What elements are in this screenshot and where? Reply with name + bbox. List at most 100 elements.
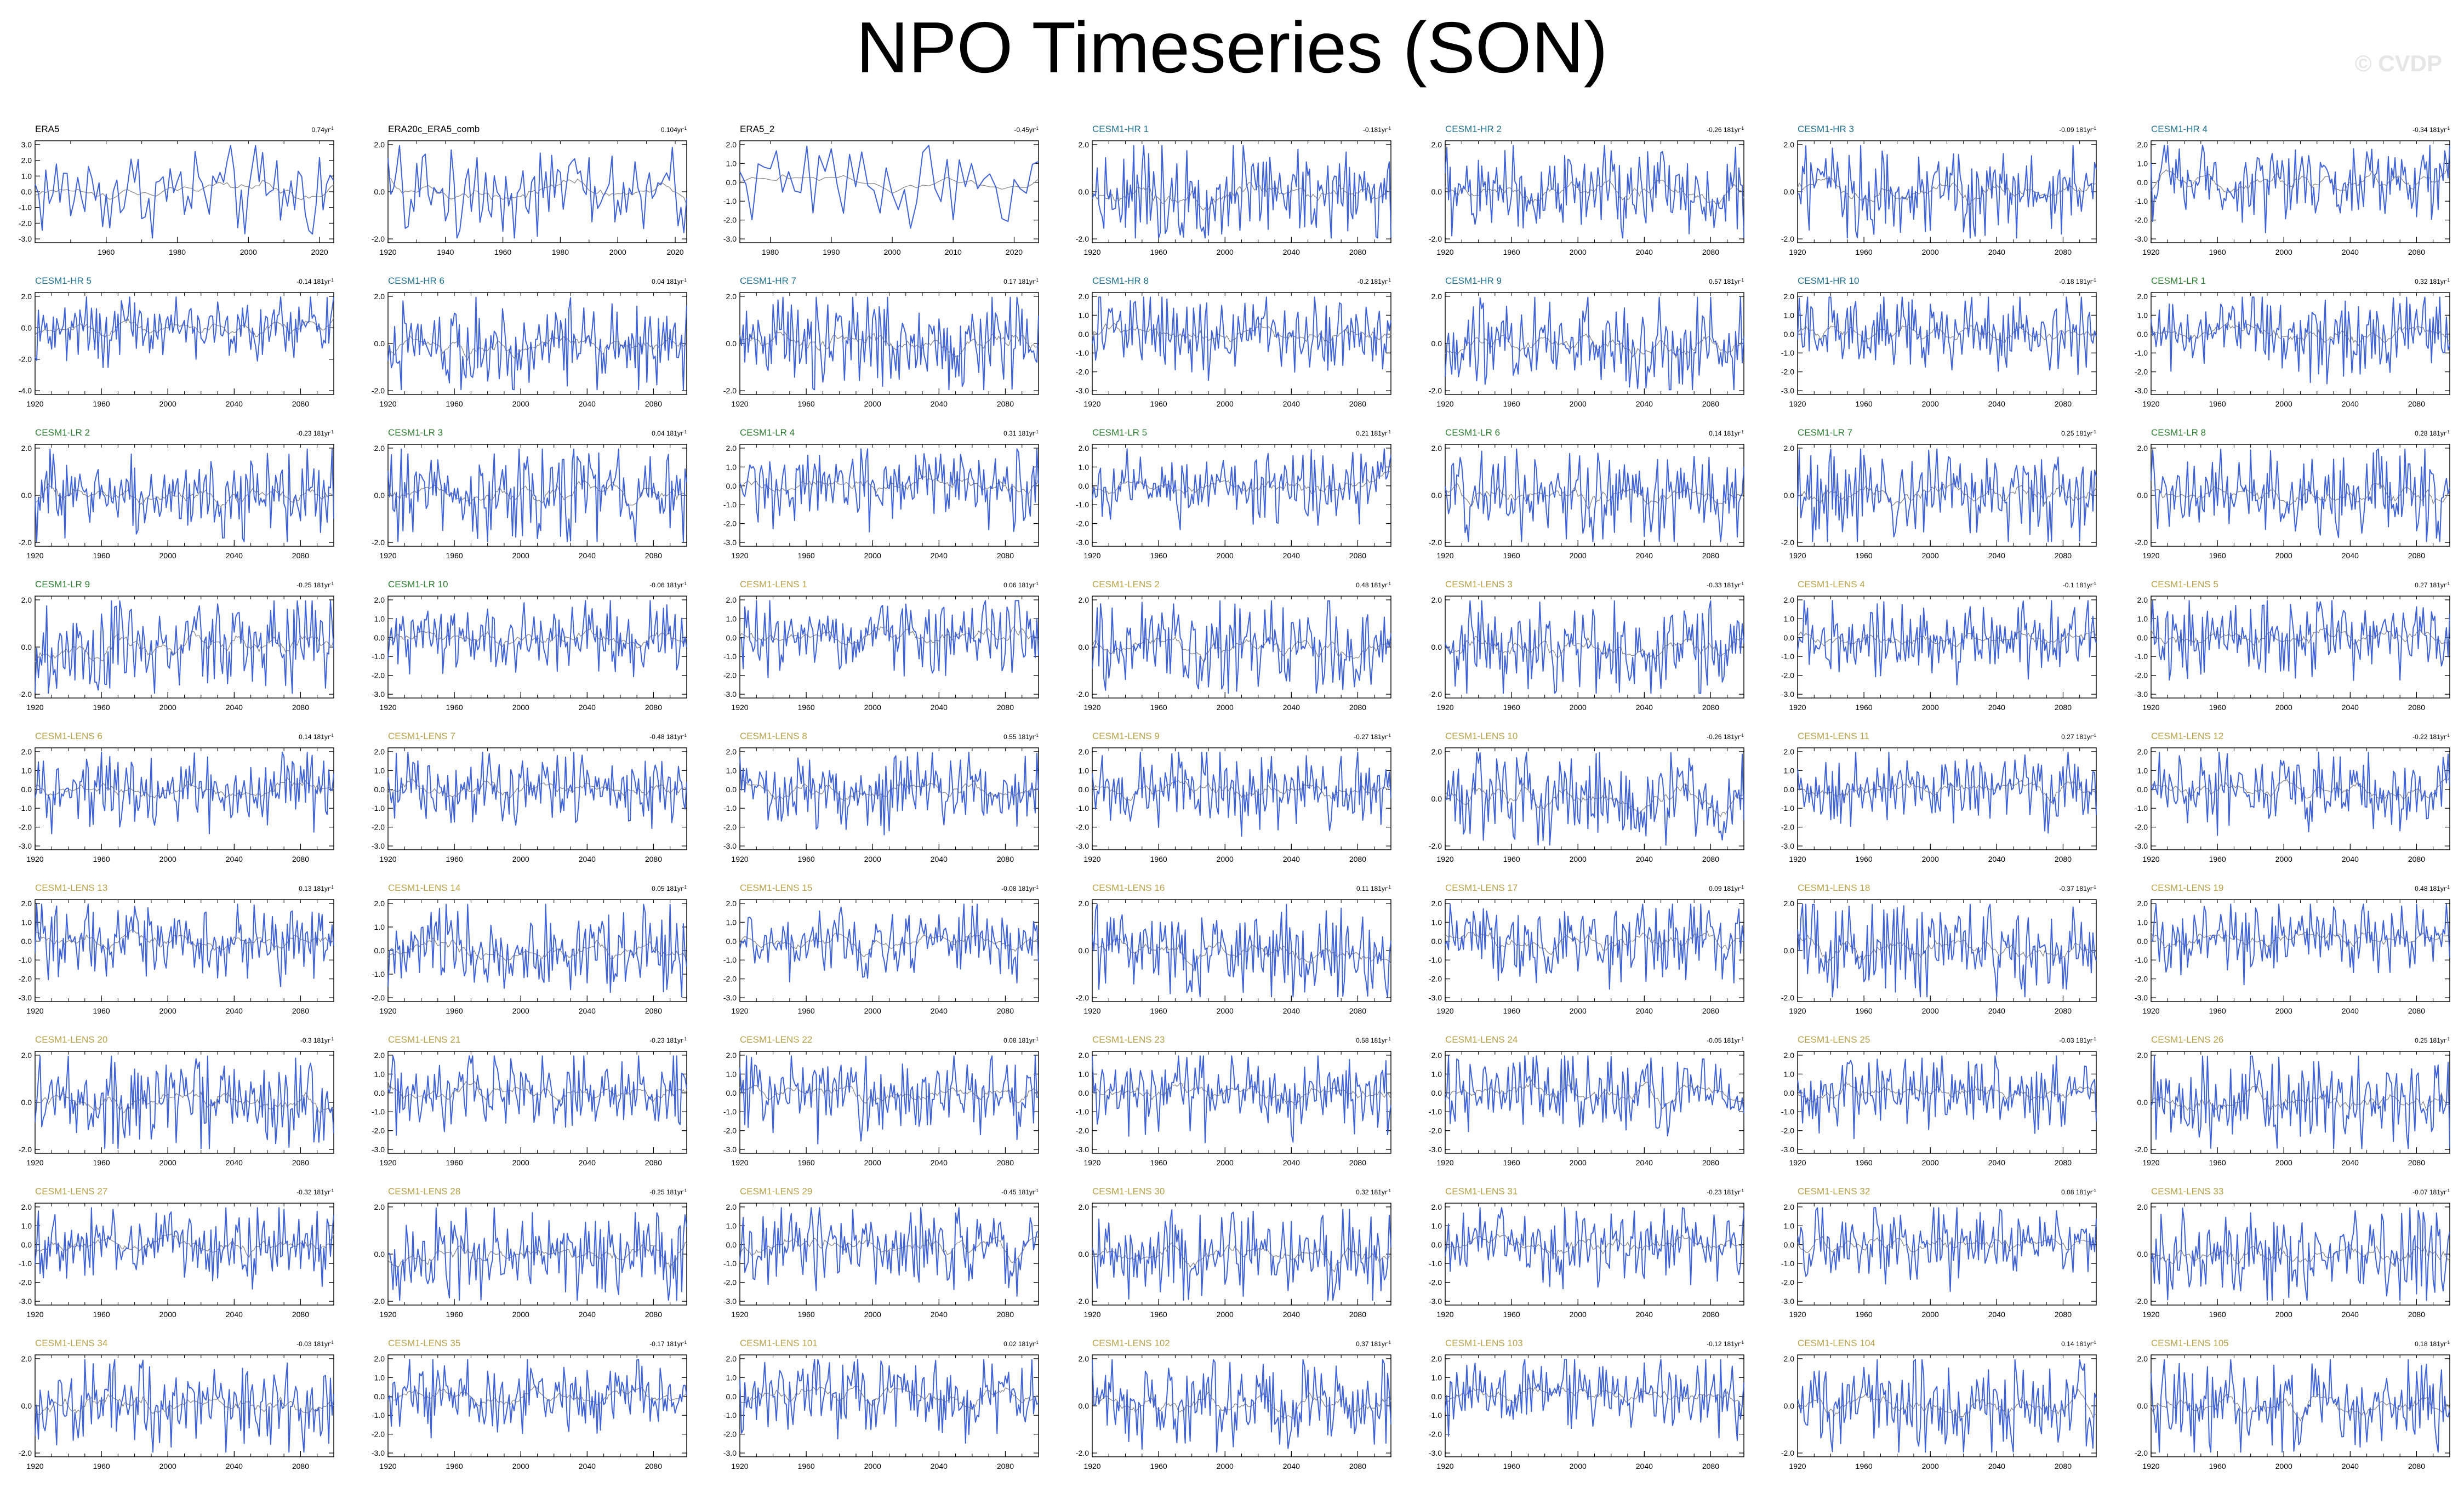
x-tick-label: 1920: [26, 1462, 43, 1471]
trend-label: 0.14 181yr-1: [2061, 1340, 2096, 1348]
y-tick-label: 0.0: [2137, 178, 2148, 187]
x-tick-label: 2040: [931, 703, 948, 712]
y-tick-label: 0.0: [2137, 330, 2148, 339]
x-tick-label: 1920: [2142, 399, 2159, 408]
filtered-series-line: [739, 174, 1039, 194]
x-tick-label: 2000: [2275, 1006, 2292, 1015]
y-tick-label: 0.0: [1784, 491, 1795, 500]
x-tick-label: 1920: [379, 399, 396, 408]
plot-cesm1-lens-7: CESM1-LENS 7 -0.48 181yr-1 1920 1960 2000 204…: [372, 731, 687, 863]
x-tick-label: 1960: [1150, 248, 1167, 256]
x-tick-label: 2000: [159, 1158, 176, 1167]
y-tick-label: -2.0: [1429, 1430, 1442, 1439]
x-tick-label: 1920: [1789, 1006, 1806, 1015]
y-tick-label: -2.0: [1781, 993, 1794, 1002]
y-tick-label: 1.0: [726, 614, 737, 623]
x-tick-label: 1960: [98, 248, 115, 256]
x-tick-label: 1960: [494, 248, 511, 256]
x-tick-label: 2080: [645, 1310, 662, 1319]
y-tick-label: 2.0: [1079, 292, 1090, 301]
panel-title: CESM1-LENS 30: [1092, 1186, 1165, 1197]
x-tick-label: 2080: [1702, 1462, 1719, 1471]
x-tick-label: 1990: [823, 248, 840, 256]
x-tick-label: 1920: [379, 551, 396, 560]
y-tick-label: -2.0: [2135, 1449, 2148, 1457]
x-tick-label: 2000: [159, 1310, 176, 1319]
x-tick-label: 2080: [1349, 1158, 1366, 1167]
y-tick-label: -3.0: [1429, 1297, 1442, 1306]
filtered-series-line: [1092, 1242, 1391, 1273]
series-line: [1092, 600, 1391, 694]
y-tick-label: 1.0: [1784, 614, 1795, 623]
x-tick-label: 1960: [1856, 248, 1873, 256]
y-tick-label: 1.0: [1784, 766, 1795, 775]
y-tick-label: -2.0: [723, 1278, 737, 1287]
y-tick-label: -1.0: [1781, 1259, 1794, 1268]
y-tick-label: -1.0: [372, 652, 385, 661]
y-tick-label: -3.0: [723, 690, 737, 699]
x-tick-label: 2000: [1570, 703, 1587, 712]
y-tick-label: 0.0: [1079, 1401, 1090, 1410]
x-tick-label: 2020: [1006, 248, 1023, 256]
x-tick-label: 1920: [2142, 1158, 2159, 1167]
y-tick-label: -2.0: [2135, 216, 2148, 225]
x-tick-label: 2040: [1636, 1158, 1653, 1167]
x-tick-label: 1920: [1436, 399, 1453, 408]
filtered-series-line: [1797, 631, 2097, 648]
x-tick-label: 2080: [292, 855, 309, 863]
x-tick-label: 1960: [1150, 1006, 1167, 1015]
y-tick-label: 1.0: [21, 766, 32, 775]
y-tick-label: -3.0: [2135, 234, 2148, 243]
y-tick-label: 0.0: [1079, 785, 1090, 794]
x-tick-label: 2080: [2055, 1006, 2072, 1015]
plot-cesm1-lens-27: CESM1-LENS 27 -0.32 181yr-1 1920 1960 2000 20…: [19, 1186, 334, 1319]
x-tick-label: 1920: [379, 1310, 396, 1319]
y-tick-label: -2.0: [1076, 234, 1089, 243]
x-tick-label: 2080: [292, 1158, 309, 1167]
x-tick-label: 1960: [93, 399, 110, 408]
y-tick-label: 2.0: [726, 1354, 737, 1363]
x-tick-label: 1920: [1083, 1158, 1100, 1167]
y-tick-label: 1.0: [1079, 1069, 1090, 1078]
x-tick-label: 1960: [1856, 399, 1873, 408]
x-tick-label: 2080: [997, 1158, 1014, 1167]
y-tick-label: 2.0: [21, 596, 32, 604]
panel-title: CESM1-LENS 27: [35, 1186, 107, 1197]
plot-frame: [387, 596, 687, 699]
y-tick-label: -2.0: [723, 216, 737, 225]
y-tick-label: -1.0: [1076, 348, 1089, 357]
y-tick-label: 1.0: [1784, 1221, 1795, 1230]
y-tick-label: -1.0: [19, 804, 32, 813]
y-tick-label: 2.0: [21, 444, 32, 453]
y-tick-label: -3.0: [19, 842, 32, 850]
panel-title: CESM1-HR 6: [388, 276, 444, 286]
y-tick-label: -2.0: [1781, 671, 1794, 680]
x-tick-label: 2000: [1217, 1006, 1234, 1015]
plot-era5: ERA5 0.74yr-1 1960 1980 2000 2020 3.0 2.0 1.0 0.0…: [19, 124, 334, 256]
x-tick-label: 2000: [1922, 248, 1939, 256]
x-tick-label: 1920: [26, 1310, 43, 1319]
x-tick-label: 1960: [1856, 855, 1873, 863]
panel-title: CESM1-LENS 6: [35, 731, 102, 741]
x-tick-label: 1920: [731, 855, 748, 863]
x-tick-label: 1960: [1150, 1310, 1167, 1319]
x-tick-label: 2080: [1349, 1310, 1366, 1319]
trend-label: 0.04 181yr-1: [652, 278, 687, 286]
y-tick-label: 1.0: [1431, 1373, 1442, 1382]
y-tick-label: -2.0: [1076, 1449, 1089, 1457]
y-tick-label: -2.0: [723, 975, 737, 983]
filtered-series-line: [2151, 1393, 2450, 1422]
x-tick-label: 1920: [1083, 551, 1100, 560]
x-tick-label: 1960: [2209, 1310, 2226, 1319]
x-tick-label: 2080: [1702, 1310, 1719, 1319]
plot-cesm1-lens-26: CESM1-LENS 26 0.25 181yr-1 1920 1960 2000 204…: [2135, 1034, 2450, 1167]
y-tick-label: 1.0: [1784, 1069, 1795, 1078]
series-line: [35, 1207, 334, 1290]
x-tick-label: 2080: [292, 1006, 309, 1015]
x-tick-label: 2080: [1702, 855, 1719, 863]
x-tick-label: 2040: [579, 1462, 596, 1471]
x-tick-label: 1920: [2142, 248, 2159, 256]
plot-cesm1-lens-25: CESM1-LENS 25 -0.03 181yr-1 1920 1960 2000 20…: [1781, 1034, 2097, 1167]
x-tick-label: 2040: [1283, 855, 1300, 863]
y-tick-label: -2.0: [1076, 993, 1089, 1002]
